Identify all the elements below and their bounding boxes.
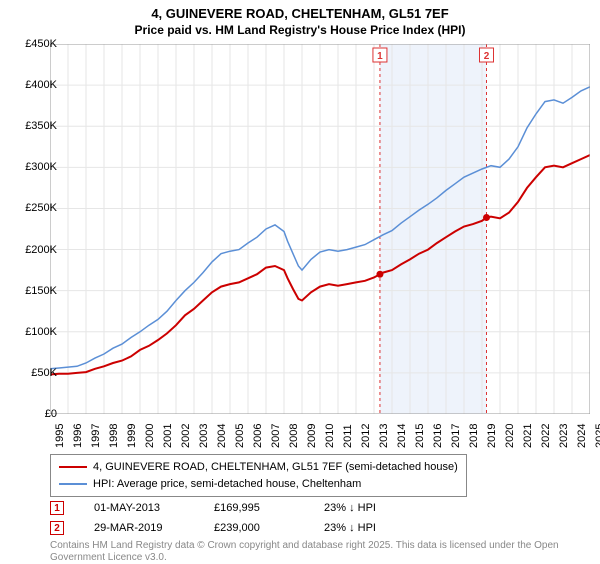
x-tick-label: 2021	[522, 424, 534, 448]
x-tick-label: 2023	[558, 424, 570, 448]
legend: 4, GUINEVERE ROAD, CHELTENHAM, GL51 7EF …	[50, 454, 467, 497]
x-tick-label: 2025	[594, 424, 600, 448]
sale-delta: 23% ↓ HPI	[324, 522, 414, 534]
x-tick-label: 1999	[126, 424, 138, 448]
x-tick-label: 2014	[396, 424, 408, 448]
x-tick-label: 2015	[414, 424, 426, 448]
y-tick-label: £300K	[25, 161, 57, 173]
x-tick-label: 2011	[342, 424, 354, 448]
sale-marker-1: 1	[50, 501, 64, 515]
x-tick-label: 2001	[162, 424, 174, 448]
sales-table: 1 01-MAY-2013 £169,995 23% ↓ HPI 2 29-MA…	[50, 498, 414, 538]
legend-item-hpi: HPI: Average price, semi-detached house,…	[59, 476, 458, 493]
legend-swatch-price-paid	[59, 466, 87, 468]
y-tick-label: £0	[45, 408, 57, 420]
x-tick-label: 2013	[378, 424, 390, 448]
x-tick-label: 2019	[486, 424, 498, 448]
y-tick-label: £400K	[25, 79, 57, 91]
sales-row: 1 01-MAY-2013 £169,995 23% ↓ HPI	[50, 498, 414, 518]
sale-price: £239,000	[214, 522, 294, 534]
attribution-text: Contains HM Land Registry data © Crown c…	[50, 540, 600, 564]
x-tick-label: 2004	[216, 424, 228, 448]
x-tick-label: 2005	[234, 424, 246, 448]
y-tick-label: £50K	[31, 367, 57, 379]
x-tick-label: 2010	[324, 424, 336, 448]
chart-title-line2: Price paid vs. HM Land Registry's House …	[0, 23, 600, 41]
legend-swatch-hpi	[59, 483, 87, 485]
x-tick-label: 2016	[432, 424, 444, 448]
y-tick-label: £450K	[25, 38, 57, 50]
x-tick-label: 2008	[288, 424, 300, 448]
x-tick-label: 2012	[360, 424, 372, 448]
y-tick-label: £350K	[25, 120, 57, 132]
x-tick-label: 2022	[540, 424, 552, 448]
x-tick-label: 1996	[72, 424, 84, 448]
x-tick-label: 2007	[270, 424, 282, 448]
sale-date: 29-MAR-2019	[94, 522, 184, 534]
x-tick-label: 2009	[306, 424, 318, 448]
y-tick-label: £200K	[25, 244, 57, 256]
x-tick-label: 2000	[144, 424, 156, 448]
chart-title-line1: 4, GUINEVERE ROAD, CHELTENHAM, GL51 7EF	[0, 0, 600, 23]
sale-price: £169,995	[214, 502, 294, 514]
y-tick-label: £150K	[25, 285, 57, 297]
sale-date: 01-MAY-2013	[94, 502, 184, 514]
legend-label-price-paid: 4, GUINEVERE ROAD, CHELTENHAM, GL51 7EF …	[93, 459, 458, 476]
svg-text:1: 1	[377, 51, 383, 62]
chart-container: 4, GUINEVERE ROAD, CHELTENHAM, GL51 7EF …	[0, 0, 600, 560]
x-tick-label: 1998	[108, 424, 120, 448]
x-tick-label: 2017	[450, 424, 462, 448]
x-tick-label: 2002	[180, 424, 192, 448]
x-tick-label: 2024	[576, 424, 588, 448]
legend-label-hpi: HPI: Average price, semi-detached house,…	[93, 476, 361, 493]
svg-text:2: 2	[484, 51, 490, 62]
sale-delta: 23% ↓ HPI	[324, 502, 414, 514]
x-tick-label: 2020	[504, 424, 516, 448]
sales-row: 2 29-MAR-2019 £239,000 23% ↓ HPI	[50, 518, 414, 538]
plot-area: 12	[50, 44, 590, 414]
sale-marker-2: 2	[50, 521, 64, 535]
x-tick-label: 1995	[54, 424, 66, 448]
x-tick-label: 2006	[252, 424, 264, 448]
x-tick-label: 2003	[198, 424, 210, 448]
x-tick-label: 1997	[90, 424, 102, 448]
y-tick-label: £100K	[25, 326, 57, 338]
y-tick-label: £250K	[25, 202, 57, 214]
legend-item-price-paid: 4, GUINEVERE ROAD, CHELTENHAM, GL51 7EF …	[59, 459, 458, 476]
x-tick-label: 2018	[468, 424, 480, 448]
